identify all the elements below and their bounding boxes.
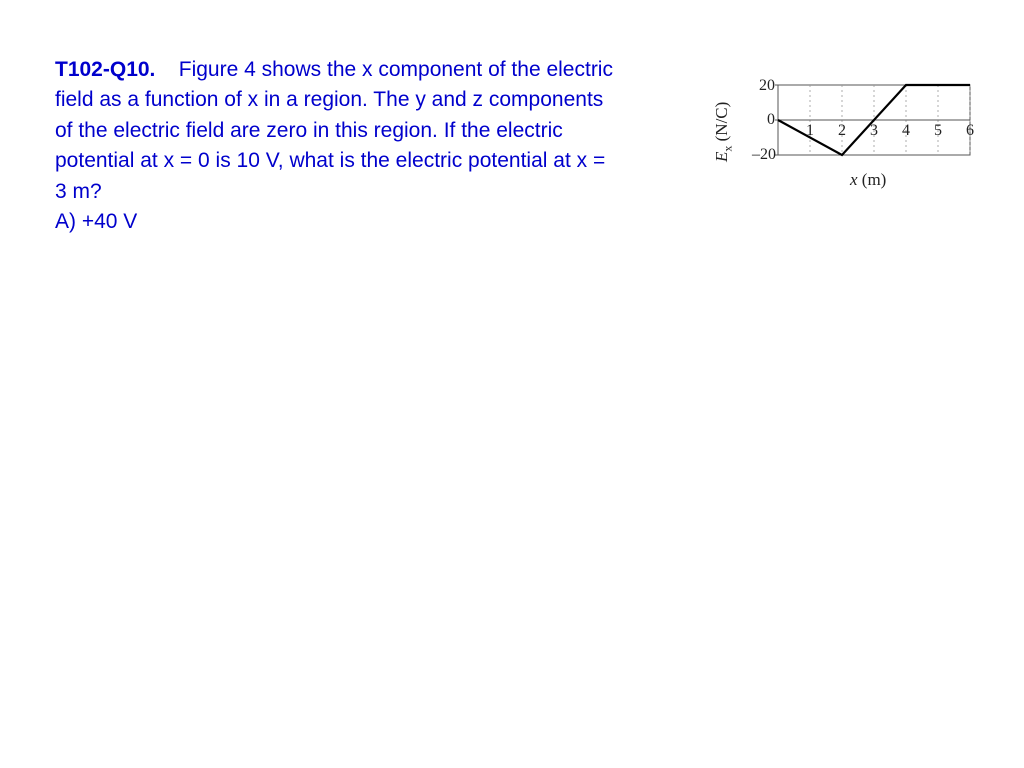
x-tick-3: 3 — [870, 122, 878, 140]
y-tick-0: 0 — [763, 111, 775, 129]
y-axis-label: Ex (N/C) — [712, 102, 735, 162]
chart-svg — [700, 80, 990, 200]
x-tick-4: 4 — [902, 122, 910, 140]
y-tick-neg20: –20 — [746, 146, 776, 164]
question-block: T102-Q10. Figure 4 shows the x component… — [55, 55, 620, 238]
y-tick-20: 20 — [755, 77, 775, 95]
efield-chart: Ex (N/C) x (m) 20 0 –20 1 2 3 4 5 6 — [700, 80, 990, 200]
x-tick-5: 5 — [934, 122, 942, 140]
question-answer: A) +40 V — [55, 210, 137, 233]
x-tick-6: 6 — [966, 122, 974, 140]
question-id: T102-Q10. — [55, 58, 155, 81]
x-axis-label: x (m) — [850, 170, 886, 190]
x-tick-1: 1 — [806, 122, 814, 140]
x-tick-2: 2 — [838, 122, 846, 140]
